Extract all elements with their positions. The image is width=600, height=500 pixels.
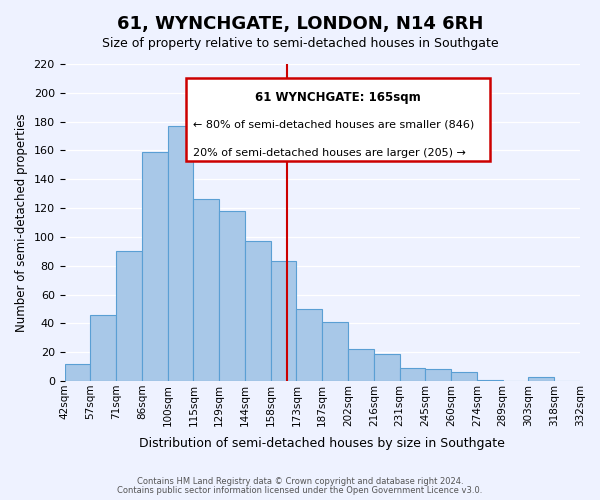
Text: Contains public sector information licensed under the Open Government Licence v3: Contains public sector information licen… [118, 486, 482, 495]
Bar [65, 364, 91, 381]
Y-axis label: Number of semi-detached properties: Number of semi-detached properties [15, 113, 28, 332]
Bar [348, 350, 374, 381]
Bar [529, 376, 554, 381]
Bar [193, 200, 219, 381]
Bar [167, 126, 193, 381]
Bar [400, 368, 425, 381]
Bar [296, 309, 322, 381]
Bar [142, 152, 167, 381]
Bar [451, 372, 477, 381]
Bar [219, 211, 245, 381]
Text: Size of property relative to semi-detached houses in Southgate: Size of property relative to semi-detach… [101, 38, 499, 51]
Bar [374, 354, 400, 381]
FancyBboxPatch shape [185, 78, 490, 160]
Bar [116, 252, 142, 381]
Bar [322, 322, 348, 381]
X-axis label: Distribution of semi-detached houses by size in Southgate: Distribution of semi-detached houses by … [139, 437, 505, 450]
Text: 61, WYNCHGATE, LONDON, N14 6RH: 61, WYNCHGATE, LONDON, N14 6RH [117, 15, 483, 33]
Bar [91, 314, 116, 381]
Text: 20% of semi-detached houses are larger (205) →: 20% of semi-detached houses are larger (… [193, 148, 466, 158]
Bar [425, 370, 451, 381]
Text: Contains HM Land Registry data © Crown copyright and database right 2024.: Contains HM Land Registry data © Crown c… [137, 477, 463, 486]
Text: ← 80% of semi-detached houses are smaller (846): ← 80% of semi-detached houses are smalle… [193, 120, 475, 130]
Bar [271, 262, 296, 381]
Bar [477, 380, 503, 381]
Bar [245, 241, 271, 381]
Text: 61 WYNCHGATE: 165sqm: 61 WYNCHGATE: 165sqm [255, 91, 421, 104]
